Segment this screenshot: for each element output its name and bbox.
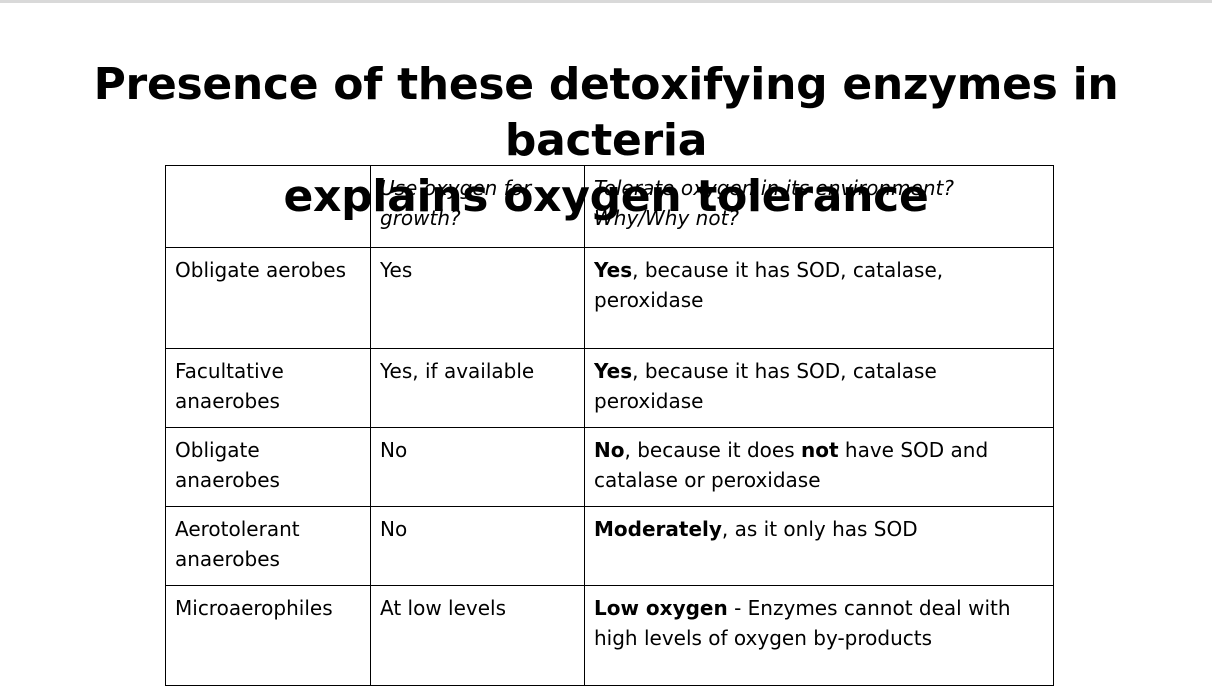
tolerance-verdict: Yes xyxy=(594,359,633,383)
table-header-row: Use oxygen for growth? Tolerate oxygen i… xyxy=(165,165,1054,248)
tolerance-emphasis: not xyxy=(800,438,839,462)
tolerance-verdict: Low oxygen xyxy=(594,596,728,620)
tolerance-cell: Low oxygen - Enzymes cannot deal with hi… xyxy=(584,585,1054,686)
tolerance-reason: , because it does xyxy=(624,438,801,462)
tolerance-cell: Moderately, as it only has SOD xyxy=(584,506,1054,586)
use-oxygen-cell: No xyxy=(370,506,585,586)
tolerance-reason: , as it only has SOD xyxy=(721,517,918,541)
tolerance-cell: Yes, because it has SOD, catalase peroxi… xyxy=(584,348,1054,428)
tolerance-reason: , because it has SOD, catalase peroxidas… xyxy=(594,359,937,413)
tolerance-reason: , because it has SOD, catalase, peroxida… xyxy=(594,258,944,312)
organism-cell: Obligate aerobes xyxy=(165,247,371,349)
organism-cell: Aerotolerant anaerobes xyxy=(165,506,371,586)
slide-title-line-1: Presence of these detoxifying enzymes in… xyxy=(93,59,1119,167)
use-oxygen-cell: Yes, if available xyxy=(370,348,585,428)
use-oxygen-cell: No xyxy=(370,427,585,507)
table-row: Aerotolerant anaerobes No Moderately, as… xyxy=(165,506,1054,586)
table-row: Facultative anaerobes Yes, if available … xyxy=(165,348,1054,428)
organism-cell: Facultative anaerobes xyxy=(165,348,371,428)
tolerance-reason: have SOD and catalase or peroxidase xyxy=(594,438,989,492)
table-row: Microaerophiles At low levels Low oxygen… xyxy=(165,585,1054,686)
header-cell-tolerate-oxygen: Tolerate oxygen in its environment? Why/… xyxy=(584,165,1054,248)
header-cell-use-oxygen: Use oxygen for growth? xyxy=(370,165,585,248)
oxygen-tolerance-table: Use oxygen for growth? Tolerate oxygen i… xyxy=(165,165,1054,686)
tolerance-cell: No, because it does not have SOD and cat… xyxy=(584,427,1054,507)
tolerance-verdict: Moderately xyxy=(594,517,722,541)
tolerance-verdict: Yes xyxy=(594,258,633,282)
organism-cell: Microaerophiles xyxy=(165,585,371,686)
tolerance-cell: Yes, because it has SOD, catalase, perox… xyxy=(584,247,1054,349)
tolerance-verdict: No xyxy=(594,438,625,462)
top-border-rule xyxy=(0,0,1212,3)
tolerance-reason: - Enzymes cannot deal with high levels o… xyxy=(594,596,1011,650)
header-cell-blank xyxy=(165,165,371,248)
organism-cell: Obligate anaerobes xyxy=(165,427,371,507)
use-oxygen-cell: At low levels xyxy=(370,585,585,686)
use-oxygen-cell: Yes xyxy=(370,247,585,349)
table-row: Obligate aerobes Yes Yes, because it has… xyxy=(165,247,1054,349)
table-row: Obligate anaerobes No No, because it doe… xyxy=(165,427,1054,507)
